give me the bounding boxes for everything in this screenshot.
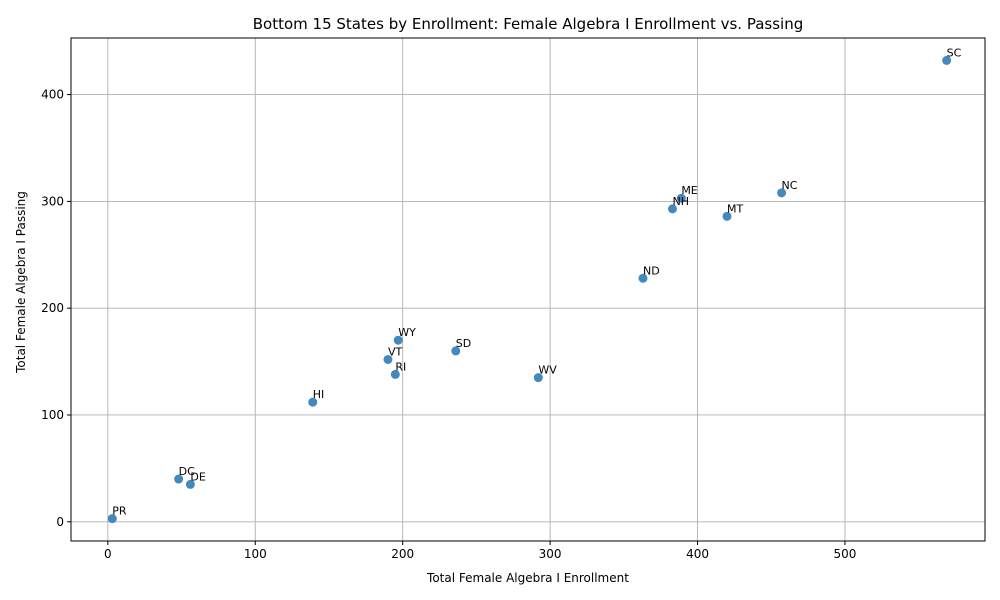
data-point-vt <box>383 354 393 364</box>
point-label-nd: ND <box>643 264 660 277</box>
x-tick-label: 200 <box>391 547 414 561</box>
data-point-wv <box>533 373 543 383</box>
x-tick-label: 300 <box>539 547 562 561</box>
point-label-sc: SC <box>947 46 962 59</box>
y-axis-label: Total Female Algebra I Passing <box>14 191 28 374</box>
plot-frame <box>70 37 986 542</box>
x-tick-label: 400 <box>686 547 709 561</box>
data-point-de <box>185 479 195 489</box>
data-point-ri <box>390 369 400 379</box>
chart-title: Bottom 15 States by Enrollment: Female A… <box>253 15 803 33</box>
data-points <box>107 55 952 524</box>
data-point-mt <box>722 211 732 221</box>
data-point-sc <box>942 55 952 65</box>
point-label-wv: WV <box>538 364 557 377</box>
point-label-sd: SD <box>456 337 471 350</box>
data-point-nc <box>777 188 787 198</box>
y-tick-label: 300 <box>41 194 64 208</box>
x-tick-label: 100 <box>244 547 267 561</box>
axis-ticks: 0 100 200 300 400 500 0 100 200 300 400 <box>41 88 856 561</box>
point-label-vt: VT <box>388 345 403 358</box>
data-point-nd <box>638 273 648 283</box>
point-label-nc: NC <box>782 179 798 192</box>
x-tick-label: 0 <box>104 547 112 561</box>
y-tick-label: 400 <box>41 88 64 102</box>
data-point-sd <box>451 346 461 356</box>
point-label-mt: MT <box>727 202 743 215</box>
point-label-me: ME <box>681 184 697 197</box>
data-point-wy <box>393 335 403 345</box>
x-axis-label: Total Female Algebra I Enrollment <box>426 571 629 585</box>
point-label-ri: RI <box>395 360 406 373</box>
y-tick-label: 200 <box>41 301 64 315</box>
point-label-nh: NH <box>672 195 689 208</box>
x-tick-label: 500 <box>833 547 856 561</box>
y-tick-label: 100 <box>41 408 64 422</box>
point-label-hi: HI <box>313 388 325 401</box>
data-point-nh <box>667 204 677 214</box>
data-point-dc <box>174 474 184 484</box>
point-label-wy: WY <box>398 326 416 339</box>
y-tick-label: 0 <box>56 515 64 529</box>
data-point-me <box>676 193 686 203</box>
point-label-de: DE <box>190 470 205 483</box>
point-label-pr: PR <box>112 505 127 518</box>
point-label-dc: DC <box>179 465 195 478</box>
data-point-hi <box>308 397 318 407</box>
data-point-pr <box>107 514 117 524</box>
grid-lines <box>71 38 985 541</box>
